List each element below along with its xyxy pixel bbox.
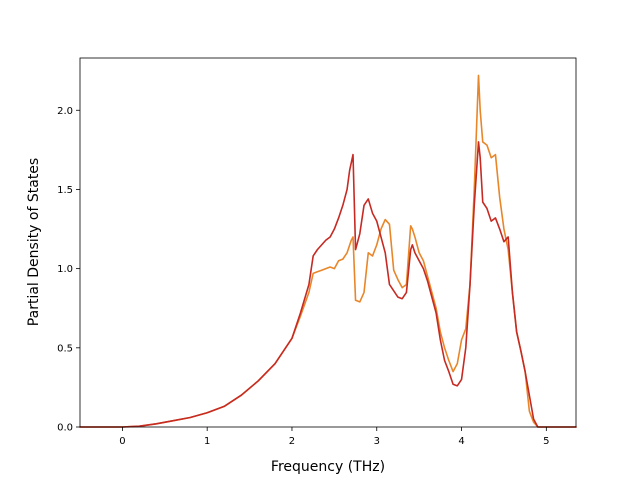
y-axis-label: Partial Density of States xyxy=(26,158,42,326)
x-tick-label: 4 xyxy=(458,436,464,447)
y-tick-label: 1.0 xyxy=(57,264,73,275)
x-tick-label: 5 xyxy=(543,436,549,447)
y-axis: 0.0 0.5 1.0 1.5 2.0 xyxy=(57,106,80,434)
x-axis: 0 1 2 3 4 5 xyxy=(119,427,550,447)
y-tick-label: 2.0 xyxy=(57,106,73,117)
x-tick-label: 0 xyxy=(119,436,125,447)
series-line-2 xyxy=(79,141,577,428)
x-tick-label: 1 xyxy=(204,436,210,447)
y-tick-label: 1.5 xyxy=(57,185,73,196)
x-axis-label: Frequency (THz) xyxy=(271,459,385,475)
x-tick-label: 2 xyxy=(289,436,295,447)
x-tick-label: 3 xyxy=(374,436,380,447)
series-line-1 xyxy=(79,74,577,428)
axes-frame xyxy=(79,57,577,428)
y-tick-label: 0.5 xyxy=(57,343,73,354)
y-tick-label: 0.0 xyxy=(57,423,73,434)
series-layer xyxy=(79,74,577,428)
